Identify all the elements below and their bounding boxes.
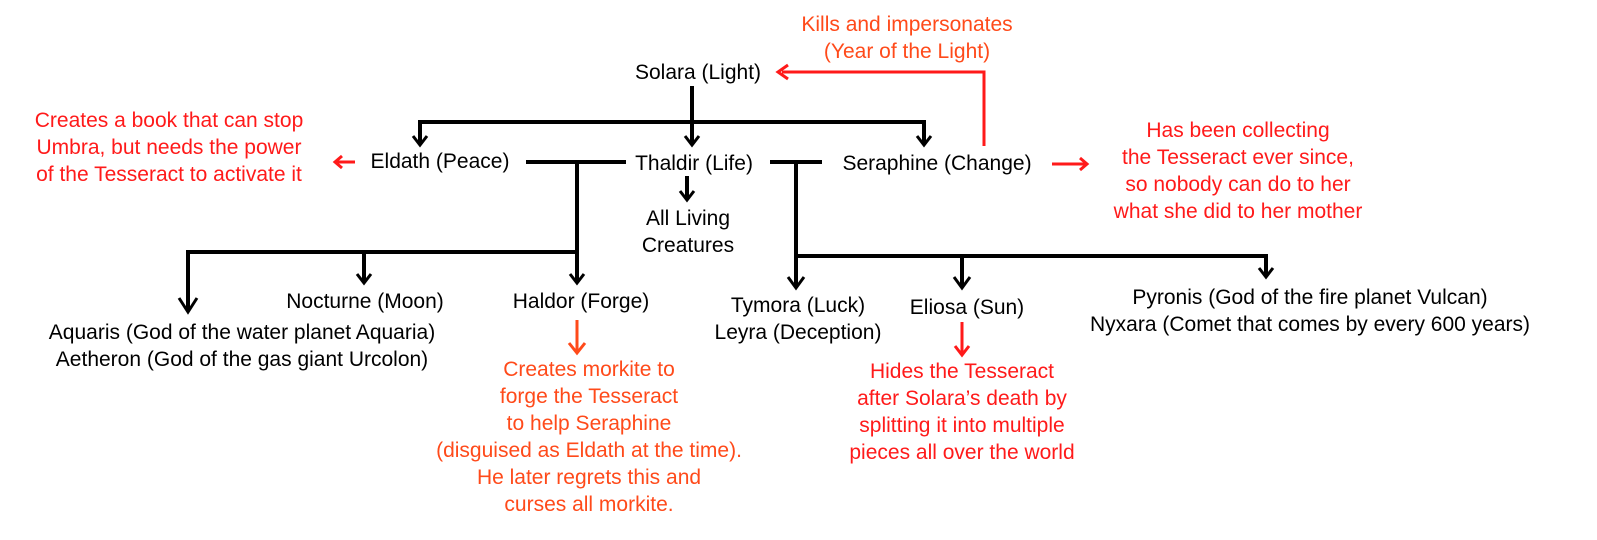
kills-line-2: (Year of the Light) bbox=[823, 40, 991, 63]
arrowhead-seraphine bbox=[915, 135, 933, 148]
haldor-note-line-6: curses all morkite. bbox=[504, 493, 674, 516]
tymora-line: Tymora (Luck) bbox=[730, 294, 866, 317]
eldath-book-line-2: Umbra, but needs the power bbox=[36, 136, 302, 159]
note-eldath-book: Creates a book that can stop Umbra, but … bbox=[8, 107, 330, 188]
aetheron-line: Aetheron (God of the gas giant Urcolon) bbox=[55, 348, 429, 371]
node-eldath: Eldath (Peace) bbox=[370, 150, 510, 173]
haldor-note-arrowhead bbox=[567, 342, 587, 356]
eliosa-note-line-1: Hides the Tesseract bbox=[869, 360, 1055, 383]
eldath-note-arrowhead bbox=[332, 154, 343, 170]
seraphine-note-line-1: Has been collecting bbox=[1146, 119, 1330, 142]
note-eliosa-hides: Hides the Tesseract after Solara’s death… bbox=[826, 358, 1098, 466]
kills-arrowhead bbox=[775, 63, 789, 81]
leyra-line: Leyra (Deception) bbox=[714, 321, 882, 344]
haldor-note-line-4: (disguised as Eldath at the time). bbox=[436, 439, 742, 462]
note-kills-impersonates: Kills and impersonates (Year of the Ligh… bbox=[776, 11, 1038, 65]
haldor-note-line-5: He later regrets this and bbox=[476, 466, 702, 489]
arrowhead-pyronis bbox=[1257, 267, 1275, 280]
seraphine-note-line-4: what she did to her mother bbox=[1113, 200, 1363, 223]
node-nocturne: Nocturne (Moon) bbox=[286, 290, 444, 313]
living-creatures-line-1: All Living bbox=[645, 207, 731, 230]
seraphine-note-line-2: the Tesseract ever since, bbox=[1122, 146, 1354, 169]
note-seraphine-collecting: Has been collecting the Tesseract ever s… bbox=[1088, 117, 1388, 225]
arrowhead-living bbox=[678, 190, 696, 203]
arrowhead-eliosa bbox=[952, 276, 972, 291]
seraphine-note-line-3: so nobody can do to her bbox=[1125, 173, 1351, 196]
node-seraphine: Seraphine (Change) bbox=[842, 152, 1032, 175]
haldor-note-line-1: Creates morkite to bbox=[503, 358, 675, 381]
haldor-note-line-3: to help Seraphine bbox=[506, 412, 672, 435]
seraphine-note-arrowhead bbox=[1079, 156, 1090, 172]
eliosa-note-line-3: splitting it into multiple bbox=[859, 414, 1065, 437]
arrowhead-aquaris bbox=[177, 297, 199, 315]
arrowhead-tymora bbox=[786, 276, 806, 291]
arrowhead-thaldir bbox=[683, 135, 701, 148]
note-haldor-morkite: Creates morkite to forge the Tesseract t… bbox=[406, 356, 772, 518]
aquaris-line: Aquaris (God of the water planet Aquaria… bbox=[48, 321, 436, 344]
arrowhead-eldath bbox=[411, 135, 429, 148]
node-tymora-leyra: Tymora (Luck) Leyra (Deception) bbox=[700, 292, 896, 346]
eliosa-note-line-2: after Solara’s death by bbox=[857, 387, 1067, 410]
eliosa-note-arrowhead bbox=[953, 345, 971, 358]
node-pyronis-nyxara: Pyronis (God of the fire planet Vulcan) … bbox=[1058, 284, 1562, 338]
arrowhead-haldor bbox=[568, 273, 586, 286]
node-thaldir: Thaldir (Life) bbox=[635, 152, 753, 175]
haldor-note-line-2: forge the Tesseract bbox=[499, 385, 679, 408]
node-solara: Solara (Light) bbox=[634, 61, 762, 84]
node-eliosa: Eliosa (Sun) bbox=[909, 296, 1025, 319]
nyxara-line: Nyxara (Comet that comes by every 600 ye… bbox=[1090, 313, 1530, 336]
kills-arrow-line bbox=[782, 70, 986, 146]
node-aquaris-aetheron: Aquaris (God of the water planet Aquaria… bbox=[18, 319, 466, 373]
arrowhead-nocturne bbox=[355, 273, 373, 286]
node-living-creatures: All Living Creatures bbox=[622, 205, 754, 259]
eldath-book-line-3: of the Tesseract to activate it bbox=[36, 163, 302, 186]
node-haldor: Haldor (Forge) bbox=[512, 290, 650, 313]
kills-line-1: Kills and impersonates bbox=[801, 13, 1013, 36]
living-creatures-line-2: Creatures bbox=[641, 234, 735, 257]
pyronis-line: Pyronis (God of the fire planet Vulcan) bbox=[1132, 286, 1488, 309]
eliosa-note-line-4: pieces all over the world bbox=[849, 441, 1075, 464]
eldath-book-line-1: Creates a book that can stop bbox=[34, 109, 304, 132]
